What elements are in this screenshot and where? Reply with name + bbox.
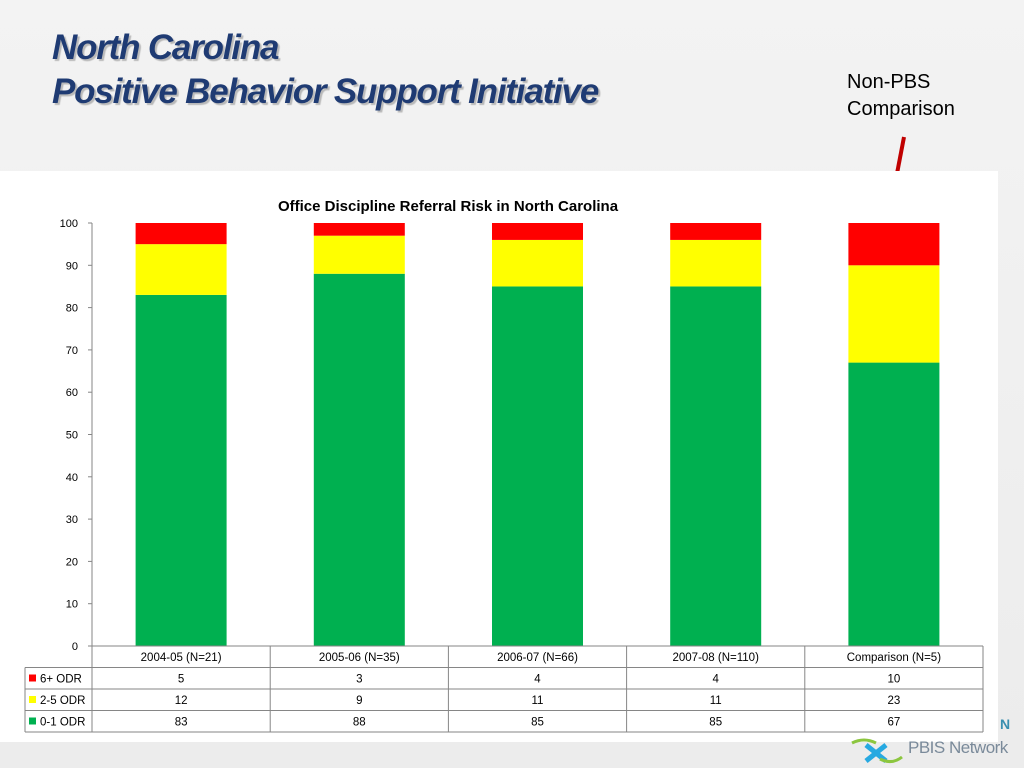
bar-segment-0-1-odr	[135, 294, 227, 646]
x-category-label: 2007-08 (N=110)	[672, 652, 759, 664]
legend-key	[29, 674, 36, 682]
stacked-bar-chart: Office Discipline Referral Risk in North…	[24, 198, 984, 733]
data-table-value: 85	[531, 717, 544, 729]
x-category-label: 2004-05 (N=21)	[141, 652, 222, 664]
logo-text: PBIS Network	[908, 738, 1008, 757]
y-tick-label: 10	[66, 599, 78, 611]
y-tick-label: 20	[66, 556, 78, 568]
bar-segment-6-odr	[492, 223, 583, 240]
data-table-value: 10	[888, 674, 901, 686]
side-badge: N	[1000, 716, 1011, 732]
bar-segment-6-odr	[135, 223, 227, 245]
legend-key	[29, 696, 36, 703]
data-table-value: 83	[175, 717, 188, 729]
data-table-value: 5	[178, 674, 184, 686]
y-tick-label: 40	[66, 472, 78, 484]
data-table-value: 23	[888, 695, 901, 707]
bar-segment-2-5-odr	[670, 239, 762, 287]
legend-label: 2-5 ODR	[40, 695, 85, 707]
bar-segment-6-odr	[670, 223, 762, 240]
y-tick-label: 100	[60, 218, 78, 230]
y-tick-label: 70	[66, 345, 78, 357]
y-tick-label: 0	[72, 641, 78, 653]
y-tick-label: 60	[66, 387, 78, 399]
y-tick-label: 80	[66, 303, 78, 315]
y-tick-label: 30	[66, 514, 78, 526]
legend-key	[29, 717, 36, 725]
bar-segment-2-5-odr	[848, 265, 940, 363]
callout-line2: Comparison	[847, 98, 955, 120]
legend-label: 6+ ODR	[40, 674, 82, 686]
data-table-value: 85	[709, 717, 722, 729]
data-table-value: 11	[710, 695, 722, 707]
slide-title-line2: Positive Behavior Support Initiative	[52, 72, 599, 111]
slide-title: North Carolina Positive Behavior Support…	[52, 26, 599, 114]
data-table-value: 4	[712, 674, 719, 686]
data-table-value: 3	[356, 674, 362, 686]
data-table-value: 88	[353, 717, 366, 729]
bar-segment-6-odr	[313, 223, 405, 236]
bar-segment-0-1-odr	[313, 273, 405, 646]
data-table-value: 11	[532, 695, 544, 707]
x-category-label: 2005-06 (N=35)	[319, 652, 400, 664]
data-table-value: 9	[356, 695, 362, 707]
pbis-network-logo: PBIS Network	[846, 735, 1016, 765]
data-table-value: 12	[175, 695, 188, 707]
comparison-callout: Non-PBS Comparison	[847, 69, 955, 123]
callout-line1: Non-PBS	[847, 71, 931, 93]
chart-panel: Office Discipline Referral Risk in North…	[0, 171, 998, 742]
bar-segment-2-5-odr	[313, 235, 405, 274]
slide-title-line1: North Carolina	[52, 28, 279, 67]
bar-segment-2-5-odr	[135, 244, 227, 295]
bar-segment-0-1-odr	[492, 286, 583, 646]
data-table-value: 67	[888, 717, 901, 729]
y-tick-label: 90	[66, 260, 78, 272]
x-category-label: 2006-07 (N=66)	[497, 652, 578, 664]
legend-label: 0-1 ODR	[40, 717, 85, 729]
y-tick-label: 50	[66, 430, 78, 442]
data-table-value: 4	[534, 674, 541, 686]
chart-title: Office Discipline Referral Risk in North…	[278, 198, 619, 215]
pbis-logo-icon	[851, 738, 903, 764]
x-category-label: Comparison (N=5)	[847, 652, 941, 664]
bar-segment-0-1-odr	[670, 286, 762, 646]
bar-segment-6-odr	[848, 223, 940, 266]
bar-segment-2-5-odr	[492, 239, 583, 287]
bar-segment-0-1-odr	[848, 362, 940, 646]
